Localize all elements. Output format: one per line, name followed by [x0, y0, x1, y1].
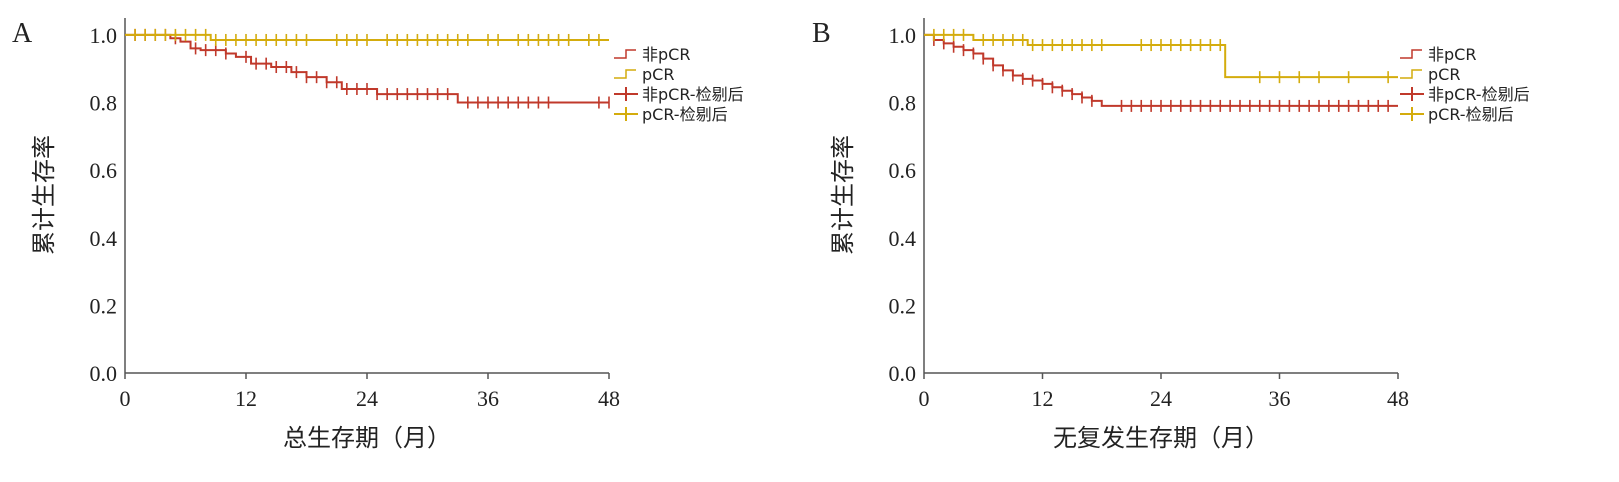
series-line-non_pcr	[924, 33, 1398, 107]
y-tick-label: 0.8	[889, 91, 917, 116]
y-tick-label: 0.4	[889, 226, 917, 251]
x-axis-title: 无复发生存期（月）	[1053, 424, 1269, 452]
legend-step-symbol	[614, 49, 636, 59]
y-tick-label: 0.0	[889, 361, 917, 386]
legend-label: 非pCR-检剔后	[1428, 85, 1530, 104]
legend-step-symbol	[1400, 69, 1422, 79]
x-tick-label: 48	[1387, 386, 1409, 411]
y-tick-label: 0.2	[90, 293, 118, 318]
x-tick-label: 12	[235, 386, 257, 411]
x-tick-label: 36	[477, 386, 499, 411]
y-tick-label: 1.0	[889, 23, 917, 48]
x-tick-label: 36	[1269, 386, 1291, 411]
y-tick-label: 1.0	[90, 23, 118, 48]
legend-label: 非pCR	[642, 45, 690, 64]
series-line-pcr	[125, 33, 609, 41]
legend-label: pCR-检剔后	[1428, 105, 1514, 124]
y-tick-label: 0.4	[90, 226, 118, 251]
y-tick-label: 0.2	[889, 293, 917, 318]
legend-label: 非pCR-检剔后	[642, 85, 744, 104]
chart-panel-A: 0 12 24 36 48 0.0 0.2 0.4 0.6 0.8 1.0 A 总生存期（月） 累计生存率…	[12, 18, 744, 452]
x-tick-label: 0	[120, 386, 131, 411]
panel-label: A	[12, 18, 33, 49]
legend-step-symbol	[614, 69, 636, 79]
y-tick-label: 0.6	[90, 158, 118, 183]
chart-panel-B: 0 12 24 36 48 0.0 0.2 0.4 0.6 0.8 1.0 B 无复发生存期（月） 累计生…	[812, 18, 1530, 452]
x-tick-label: 12	[1032, 386, 1054, 411]
y-tick-label: 0.6	[889, 158, 917, 183]
y-tick-label: 0.0	[90, 361, 118, 386]
y-axis-title: 累计生存率	[829, 135, 857, 255]
x-tick-label: 24	[356, 386, 378, 411]
x-tick-label: 24	[1150, 386, 1172, 411]
x-tick-label: 0	[919, 386, 930, 411]
series-line-pcr	[924, 33, 1398, 79]
panel-label: B	[812, 18, 831, 49]
legend-step-symbol	[1400, 49, 1422, 59]
legend-label: pCR-检剔后	[642, 105, 728, 124]
legend-label: pCR	[1428, 65, 1460, 84]
y-tick-label: 0.8	[90, 91, 118, 116]
legend-label: 非pCR	[1428, 45, 1476, 64]
y-axis-title: 累计生存率	[30, 135, 58, 255]
series-line-non_pcr	[125, 33, 609, 104]
x-axis-title: 总生存期（月）	[283, 424, 451, 452]
legend-label: pCR	[642, 65, 674, 84]
x-tick-label: 48	[598, 386, 620, 411]
